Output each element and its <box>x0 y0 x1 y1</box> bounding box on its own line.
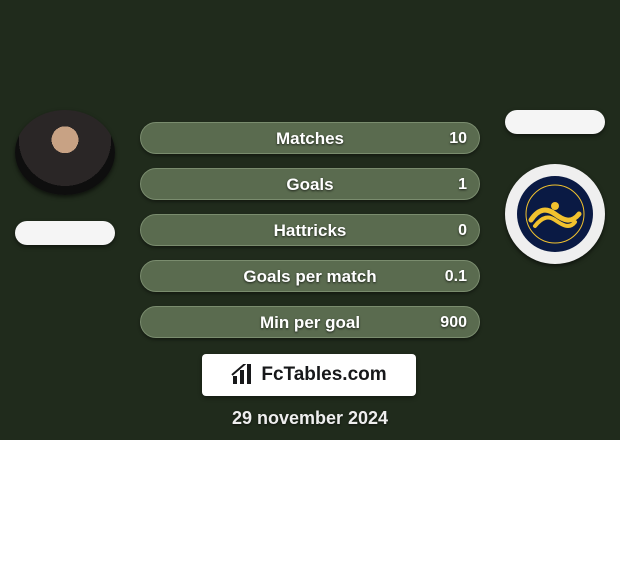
branding-badge: FcTables.com <box>202 354 416 396</box>
stat-right-value: 0 <box>458 215 467 247</box>
stat-right-value: 10 <box>449 123 467 155</box>
left-column <box>10 110 120 245</box>
comparison-infographic: Thomas Vermaelen vs Kaltack Club competi… <box>0 0 620 580</box>
player1-photo <box>15 110 115 195</box>
stat-label: Min per goal <box>141 307 479 337</box>
right-column <box>500 110 610 264</box>
branding-text: FcTables.com <box>261 364 386 386</box>
stat-right-value: 900 <box>440 307 467 339</box>
date-text: 29 november 2024 <box>0 408 620 429</box>
barchart-icon <box>231 364 255 386</box>
stat-row: Goals per match0.1 <box>140 260 480 292</box>
stat-row: Hattricks0 <box>140 214 480 246</box>
player1-flag <box>15 221 115 245</box>
stat-label: Matches <box>141 123 479 153</box>
stat-row: Min per goal900 <box>140 306 480 338</box>
club-badge-inner <box>517 176 593 252</box>
stat-right-value: 0.1 <box>445 261 467 293</box>
stat-label: Goals per match <box>141 261 479 291</box>
stat-right-value: 1 <box>458 169 467 201</box>
player2-club-badge <box>505 164 605 264</box>
stat-label: Hattricks <box>141 215 479 245</box>
stat-row: Matches10 <box>140 122 480 154</box>
stat-label: Goals <box>141 169 479 199</box>
stats-list: Matches10Goals1Hattricks0Goals per match… <box>140 122 480 352</box>
stat-row: Goals1 <box>140 168 480 200</box>
player2-flag <box>505 110 605 134</box>
wave-icon <box>525 184 585 244</box>
